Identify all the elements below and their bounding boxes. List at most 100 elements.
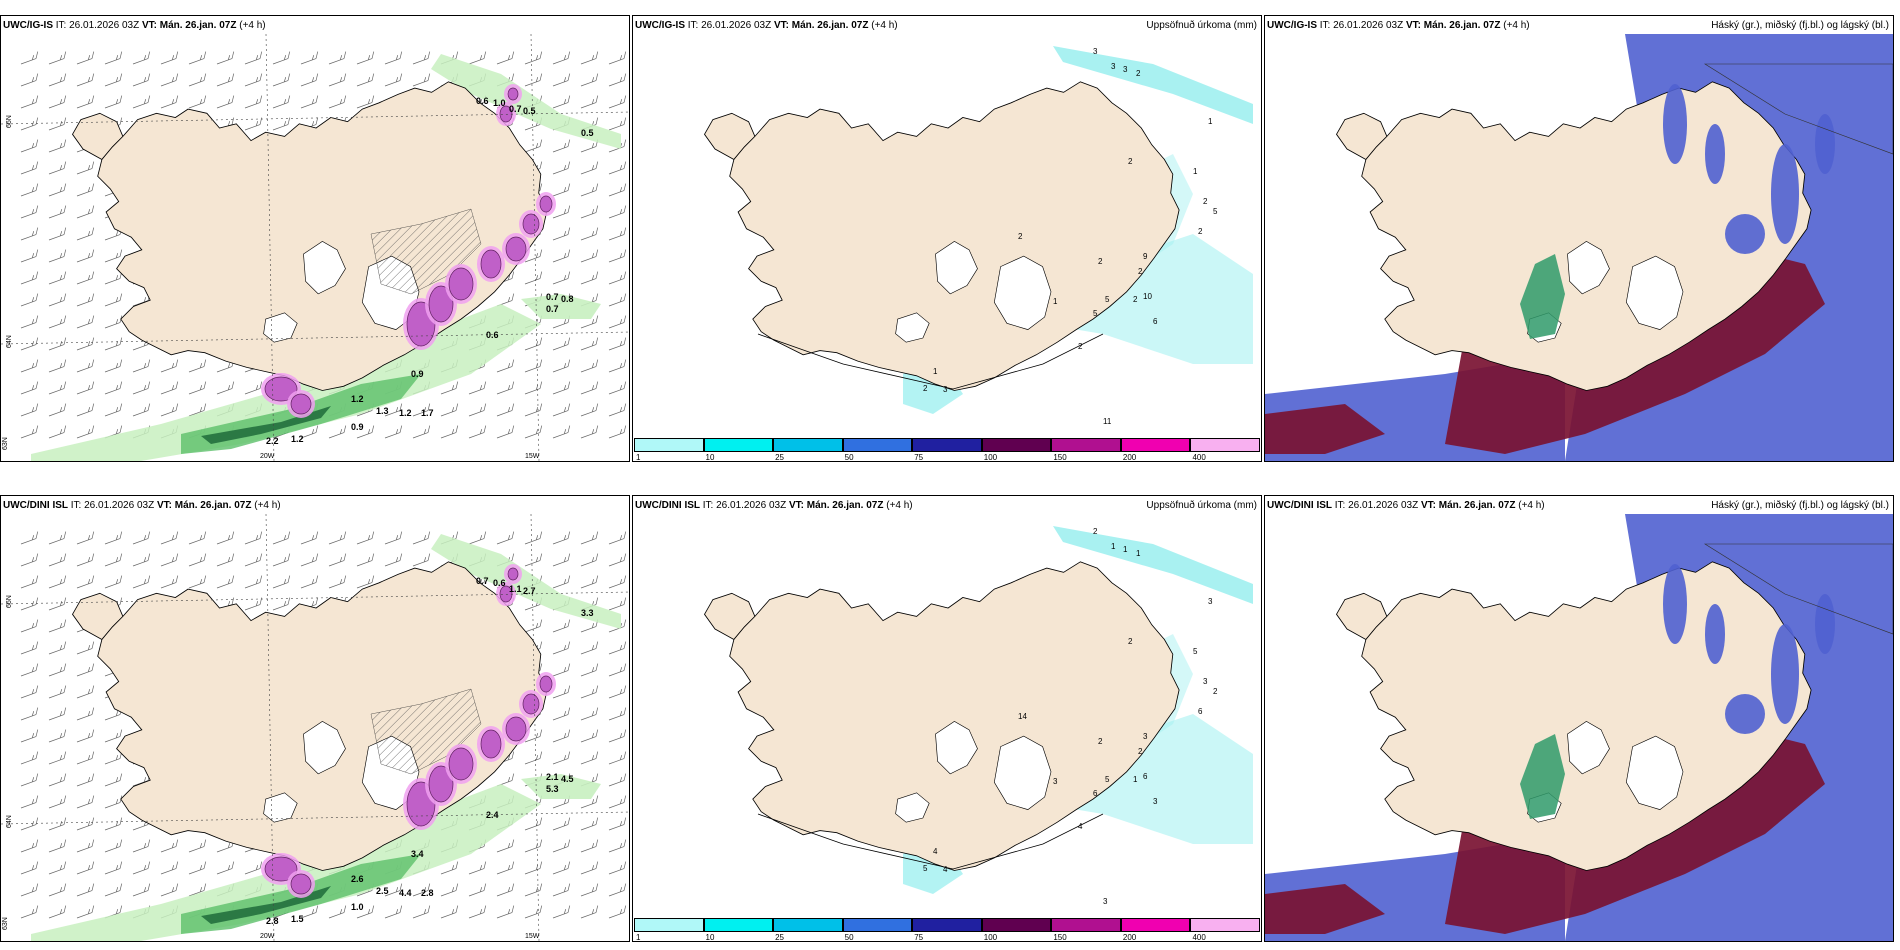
barb-flag: [227, 77, 231, 82]
wind-barb: [104, 95, 123, 109]
barb-flag: [175, 381, 179, 389]
barb-shaft: [524, 278, 541, 285]
barb-shaft: [20, 124, 37, 131]
barb-shaft: [552, 256, 569, 263]
precip-magenta-blob: [522, 693, 540, 715]
precip-label: 2: [1213, 687, 1218, 696]
barb-flag: [63, 751, 67, 759]
barb-flag: [539, 839, 543, 847]
wind-barb: [104, 839, 123, 853]
barb-shaft: [104, 102, 121, 109]
barb-flag: [567, 883, 571, 891]
barb-flag: [259, 861, 263, 869]
contour-label: 2.1: [546, 772, 559, 782]
barb-shaft: [216, 846, 233, 853]
barb-flag: [59, 623, 63, 628]
barb-flag: [31, 711, 35, 716]
barb-flag: [119, 905, 123, 913]
wind-barb: [104, 51, 123, 65]
wind-barb: [468, 861, 487, 875]
barb-shaft: [76, 648, 93, 655]
iceland-coast: [729, 561, 1180, 871]
barb-flag: [591, 557, 595, 562]
wind-barb: [272, 51, 291, 65]
barb-shaft: [580, 670, 597, 677]
barb-shaft: [356, 410, 373, 417]
barb-flag: [119, 359, 123, 367]
barb-flag: [451, 429, 455, 434]
wind-barb: [356, 531, 375, 545]
barb-flag: [619, 733, 623, 738]
barb-flag: [199, 579, 203, 584]
wind-barb: [496, 883, 515, 897]
barb-shaft: [496, 366, 513, 373]
high-cloud-area: [1520, 254, 1565, 339]
barb-shaft: [20, 670, 37, 677]
barb-flag: [595, 337, 599, 345]
barb-shaft: [412, 890, 429, 897]
wind-barb: [48, 839, 67, 853]
barb-flag: [59, 667, 63, 672]
barb-shaft: [608, 780, 625, 787]
wind-barb: [468, 381, 487, 395]
barb-flag: [395, 77, 399, 82]
barb-shaft: [20, 344, 37, 351]
wind-barb: [524, 839, 543, 853]
precip-contour: [757, 333, 1104, 390]
panel-header: UWC/DINI ISL IT: 26.01.2026 03Z VT: Mán.…: [635, 500, 913, 511]
barb-shaft: [580, 692, 597, 699]
wind-barb: [356, 73, 375, 87]
barb-flag: [539, 905, 543, 913]
wind-barb: [20, 861, 39, 875]
barb-flag: [115, 319, 119, 324]
barb-flag: [311, 557, 315, 562]
wind-barb: [48, 271, 67, 285]
barb-flag: [567, 249, 571, 257]
barb-flag: [143, 535, 147, 540]
barb-flag: [143, 297, 147, 302]
barb-shaft: [48, 432, 65, 439]
barb-shaft: [20, 80, 37, 87]
wind-barb: [580, 95, 599, 109]
wind-barb: [76, 183, 95, 197]
precip-magenta-blob: [290, 873, 312, 895]
barb-flag: [87, 407, 91, 412]
wind-barb: [20, 293, 39, 307]
wind-barb: [76, 773, 95, 787]
barb-flag: [287, 73, 291, 81]
wind-barb: [48, 249, 67, 263]
barb-shaft: [160, 890, 177, 897]
barb-flag: [35, 751, 39, 759]
barb-flag: [35, 161, 39, 169]
wind-barb: [160, 51, 179, 65]
barb-flag: [427, 905, 431, 913]
barb-shaft: [328, 538, 345, 545]
wind-barb: [524, 425, 543, 439]
wind-barb: [48, 227, 67, 241]
barb-flag: [91, 839, 95, 847]
barb-shaft: [300, 538, 317, 545]
barb-flag: [119, 531, 123, 539]
barb-shaft: [580, 366, 597, 373]
barb-flag: [171, 579, 175, 584]
wind-barb: [244, 73, 263, 87]
barb-flag: [63, 575, 67, 583]
barb-shaft: [48, 670, 65, 677]
wind-barb: [188, 381, 207, 395]
precip-label: 2: [1138, 747, 1143, 756]
barb-shaft: [384, 432, 401, 439]
wind-barb: [76, 861, 95, 875]
barb-shaft: [580, 560, 597, 567]
wind-barb: [76, 205, 95, 219]
barb-flag: [567, 425, 571, 433]
barb-flag: [255, 535, 259, 540]
contour-label: 2.4: [486, 810, 499, 820]
wind-barb: [384, 883, 403, 897]
barb-flag: [595, 51, 599, 59]
barb-flag: [59, 843, 63, 848]
precip-magenta-blob: [539, 675, 553, 693]
barb-shaft: [48, 824, 65, 831]
longitude-label: 20W: [260, 933, 275, 940]
barb-flag: [623, 619, 627, 627]
barb-flag: [231, 95, 235, 103]
